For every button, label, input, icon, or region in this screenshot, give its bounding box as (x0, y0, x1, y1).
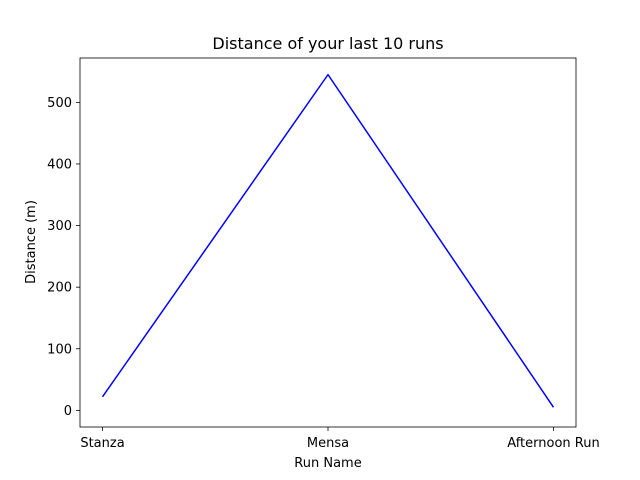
plot-frame (79, 57, 577, 428)
plot-layer (101, 73, 555, 408)
y-tick-label: 400 (47, 157, 72, 172)
chart-title: Distance of your last 10 runs (212, 34, 443, 53)
y-tick-label: 300 (47, 219, 72, 234)
axes-layer: Stanza Mensa Afternoon Run 0 100 200 300 400 500 (47, 57, 600, 451)
y-axis-label: Distance (m) (24, 200, 39, 284)
x-tick-label: Stanza (80, 436, 124, 451)
x-tick-label: Afternoon Run (507, 436, 599, 451)
x-tick-label: Mensa (307, 436, 349, 451)
y-tick-label: 100 (47, 342, 72, 357)
y-tick-label: 500 (47, 96, 72, 111)
y-tick-label: 200 (47, 281, 72, 296)
x-axis-label: Run Name (294, 456, 361, 471)
series-line (101, 73, 555, 408)
y-tick-label: 0 (64, 404, 72, 419)
